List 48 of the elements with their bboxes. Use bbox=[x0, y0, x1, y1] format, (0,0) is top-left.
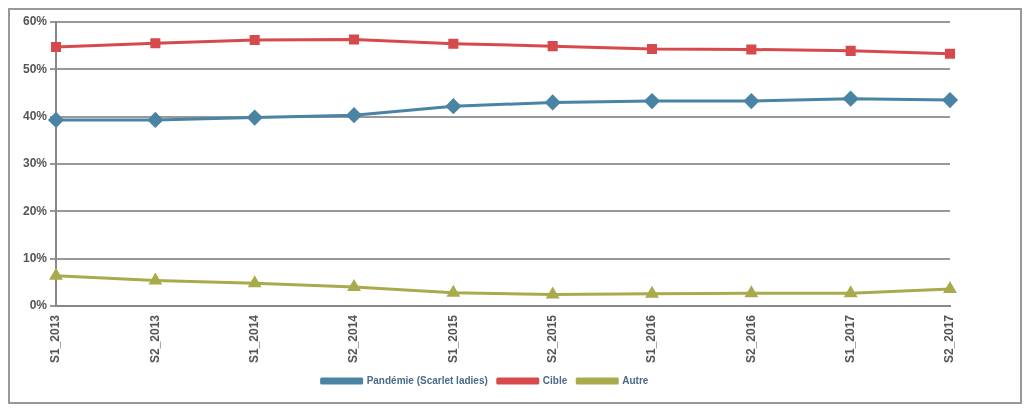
point bbox=[644, 93, 660, 109]
point bbox=[545, 94, 561, 110]
y-tick-label: 0% bbox=[29, 298, 48, 313]
point bbox=[944, 48, 956, 59]
legend-label: Autre bbox=[622, 374, 649, 386]
point bbox=[844, 286, 857, 298]
point bbox=[48, 112, 64, 128]
x-tick-label: S1_2016 bbox=[644, 314, 659, 363]
point bbox=[248, 276, 261, 288]
point bbox=[50, 269, 62, 280]
point bbox=[247, 110, 263, 126]
point bbox=[843, 91, 859, 107]
point bbox=[147, 112, 163, 128]
legend-label: Cible bbox=[542, 374, 568, 386]
x-tick-label: S1_2014 bbox=[246, 314, 261, 363]
legend-label: Pandémie (Scarlet ladies) bbox=[366, 374, 488, 386]
x-tick-label: S2_2017 bbox=[942, 314, 957, 363]
point bbox=[743, 93, 759, 109]
x-tick-label: S1_2013 bbox=[48, 314, 63, 363]
point bbox=[944, 282, 956, 293]
x-tick-label: S2_2014 bbox=[346, 314, 361, 363]
point bbox=[445, 98, 461, 114]
y-tick-label: 30% bbox=[22, 156, 48, 171]
point bbox=[448, 38, 459, 49]
point bbox=[346, 107, 362, 123]
point bbox=[646, 43, 658, 55]
point bbox=[547, 41, 558, 52]
point bbox=[348, 280, 360, 292]
y-tick-label: 40% bbox=[22, 108, 48, 123]
point bbox=[745, 286, 758, 298]
point bbox=[150, 38, 161, 49]
x-tick-label: S2_2016 bbox=[743, 314, 758, 363]
y-tick-label: 10% bbox=[22, 250, 48, 265]
x-tick-label: S2_2015 bbox=[544, 314, 559, 363]
point bbox=[845, 45, 856, 56]
point bbox=[942, 92, 958, 108]
point bbox=[50, 42, 62, 53]
y-tick-label: 20% bbox=[22, 203, 48, 218]
point bbox=[149, 273, 162, 285]
x-tick-label: S1_2017 bbox=[842, 314, 857, 363]
y-tick-label: 60% bbox=[22, 14, 48, 29]
y-tick-label: 50% bbox=[22, 61, 48, 76]
point bbox=[646, 287, 658, 298]
x-tick-label: S2_2013 bbox=[147, 314, 162, 363]
point bbox=[249, 34, 260, 46]
x-tick-label: S1_2015 bbox=[445, 314, 460, 363]
point bbox=[746, 44, 757, 55]
point bbox=[348, 34, 360, 45]
